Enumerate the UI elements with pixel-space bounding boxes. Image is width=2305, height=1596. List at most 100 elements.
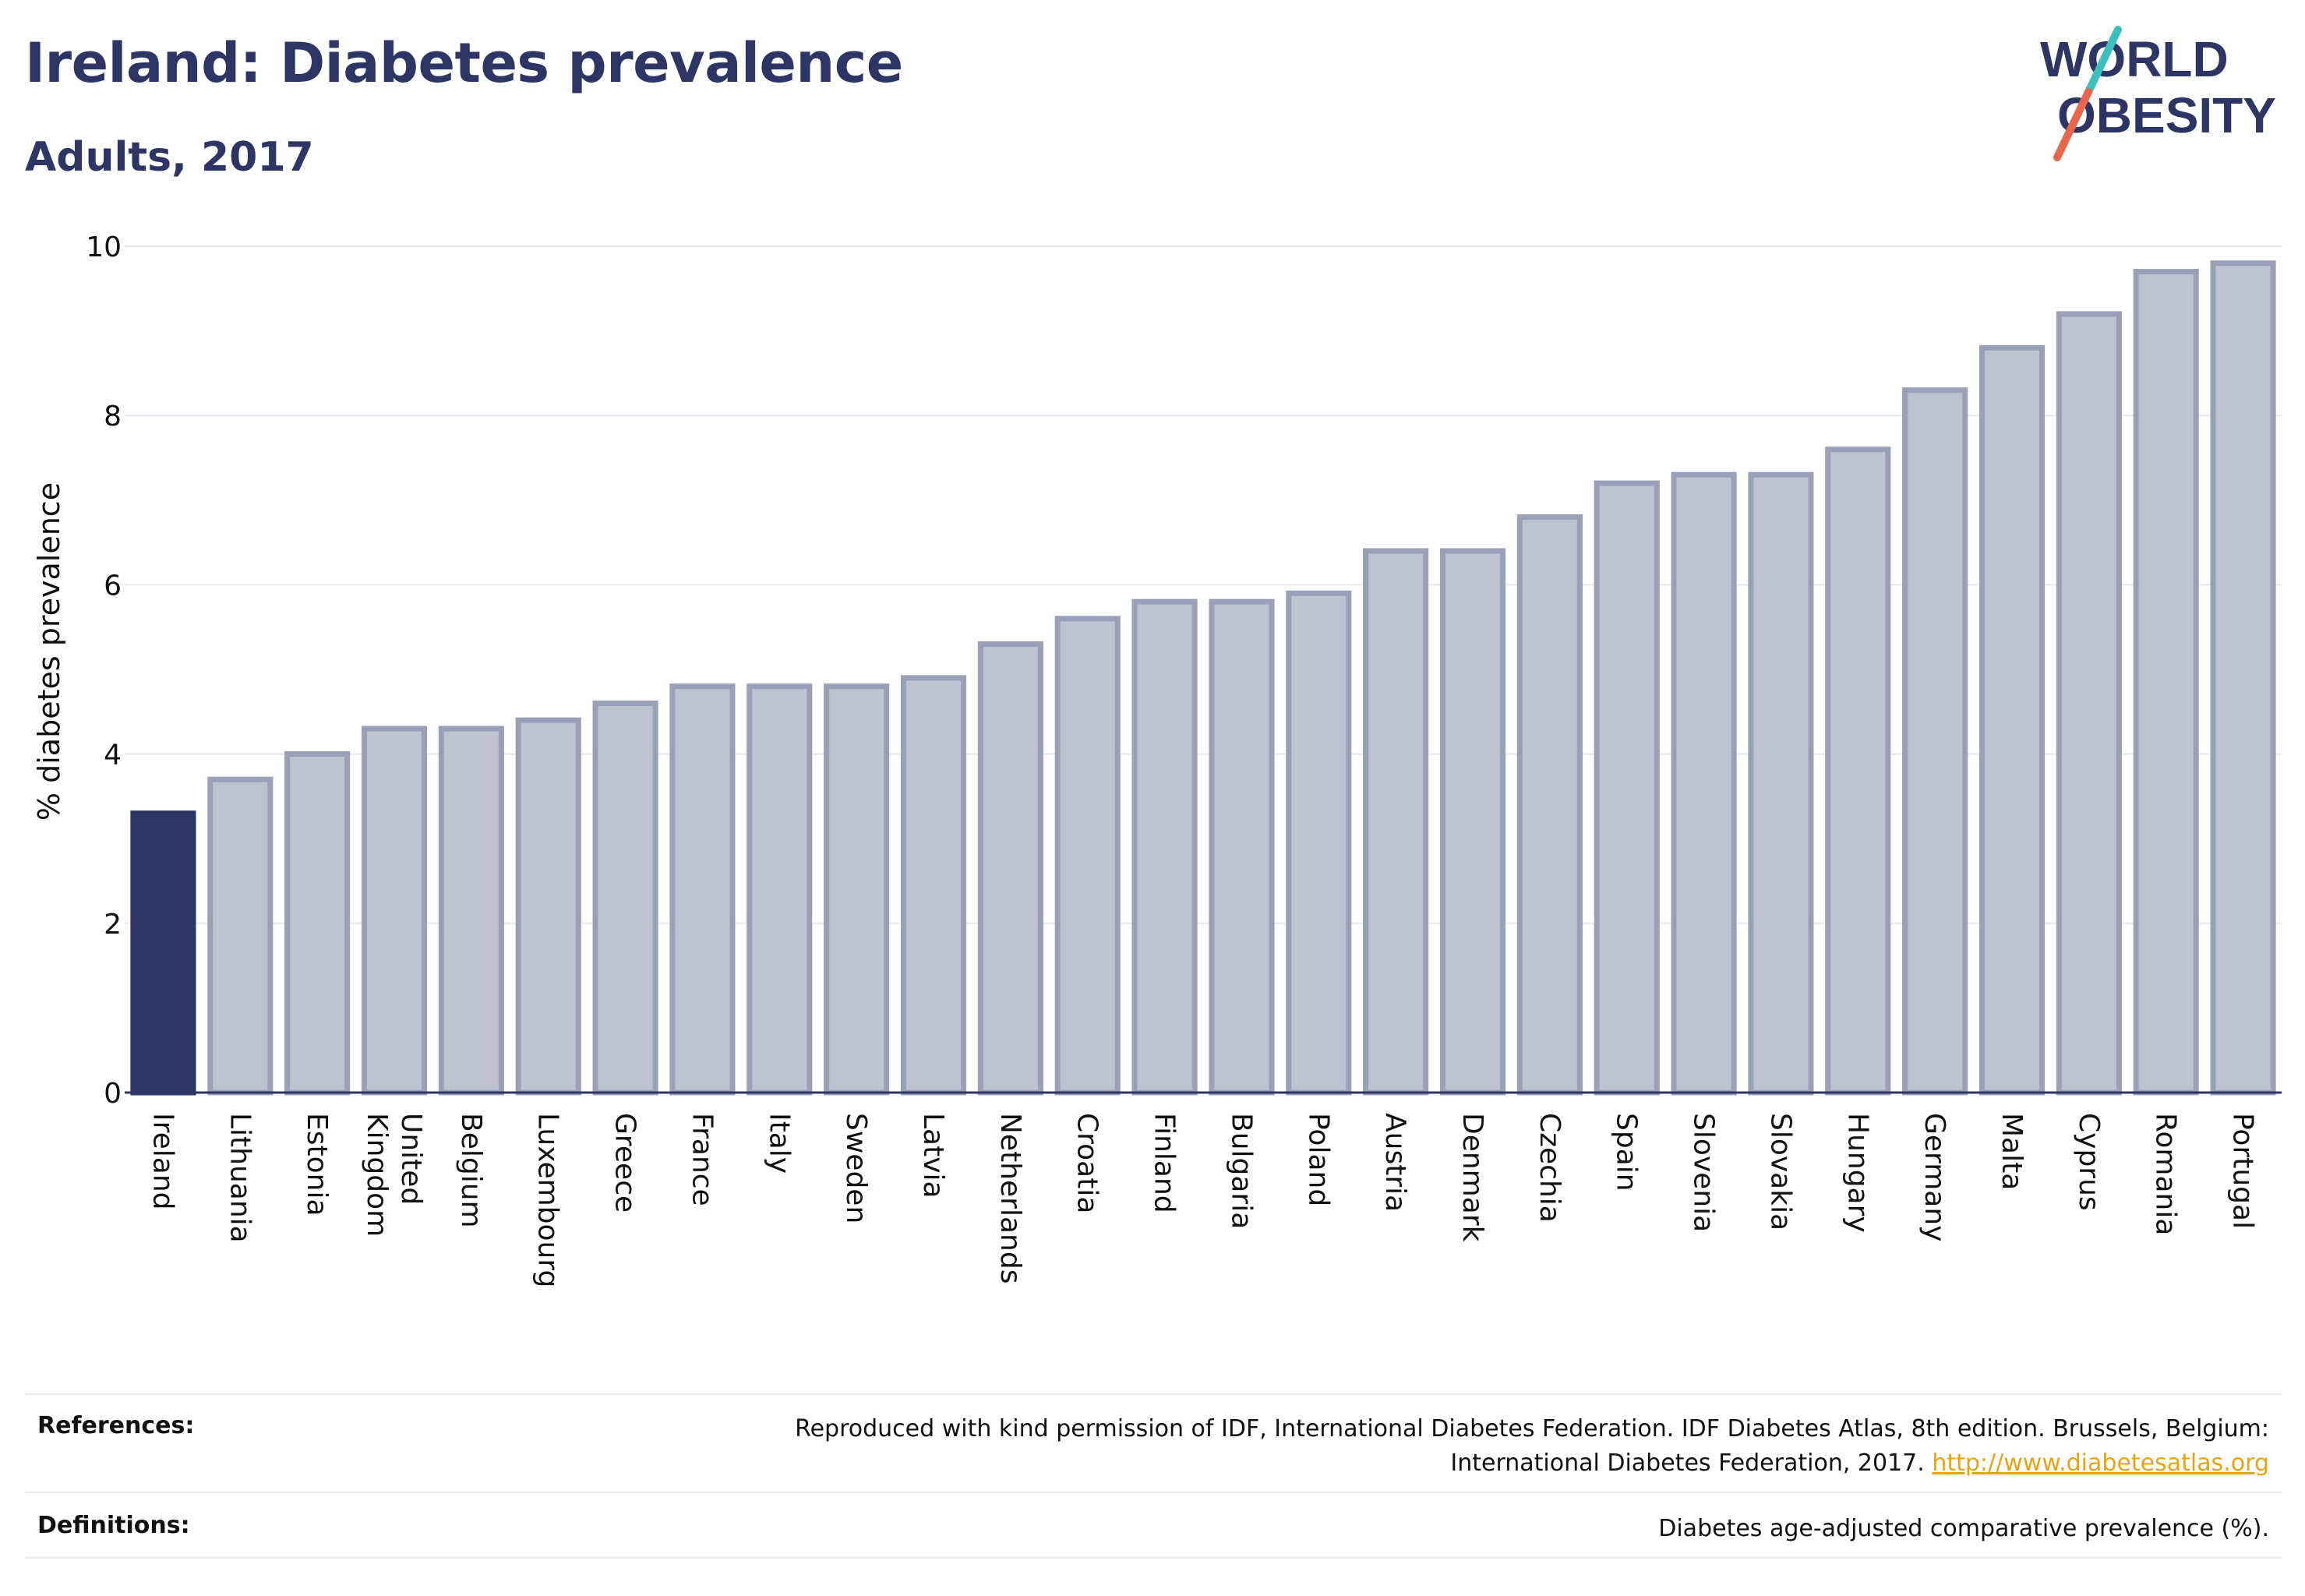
x-tick-label-text: Malta bbox=[1996, 1113, 2028, 1190]
x-tick-label-text: Kingdom bbox=[361, 1113, 393, 1237]
bar-netherlands bbox=[977, 641, 1043, 1096]
logo-line2: OBESITY bbox=[2057, 87, 2276, 143]
bar-denmark bbox=[1439, 548, 1506, 1096]
bar-hungary bbox=[1825, 447, 1891, 1096]
x-tick-label-text: Bulgaria bbox=[1225, 1113, 1257, 1229]
bar-austria bbox=[1363, 548, 1429, 1096]
references-link[interactable]: http://www.diabetesatlas.org bbox=[1932, 1449, 2269, 1477]
bar-ireland bbox=[130, 810, 196, 1096]
x-tick-label: Germany bbox=[1918, 1113, 1950, 1241]
x-tick-label-text: Italy bbox=[763, 1113, 795, 1174]
x-tick-label-text: Lithuania bbox=[224, 1113, 256, 1243]
bar-poland bbox=[1286, 590, 1352, 1096]
y-tick-label: 10 bbox=[86, 231, 122, 263]
bar-croatia bbox=[1054, 616, 1121, 1096]
references-text: Reproduced with kind permission of IDF, … bbox=[795, 1412, 2269, 1481]
x-tick-label: Malta bbox=[1996, 1113, 2028, 1190]
x-tick-label-text: Croatia bbox=[1071, 1113, 1103, 1213]
x-tick-label: Austria bbox=[1379, 1113, 1411, 1212]
bar-estonia bbox=[284, 751, 351, 1096]
x-tick-label-text: Denmark bbox=[1456, 1113, 1488, 1242]
x-tick-label: Belgium bbox=[455, 1113, 487, 1228]
y-tick-label: 8 bbox=[104, 401, 122, 433]
bar-luxembourg bbox=[515, 717, 581, 1096]
y-tick-label: 4 bbox=[104, 740, 122, 772]
bar-portugal bbox=[2210, 260, 2276, 1096]
bar-slovakia bbox=[1748, 471, 1814, 1096]
x-tick-label-text: Slovenia bbox=[1688, 1113, 1720, 1232]
bar-latvia bbox=[900, 675, 967, 1096]
x-tick-label: Luxembourg bbox=[532, 1113, 564, 1287]
y-tick-label: 6 bbox=[104, 570, 122, 602]
logo-line1: WORLD bbox=[2040, 31, 2229, 87]
x-tick-label-text: Poland bbox=[1302, 1113, 1334, 1206]
x-tick-label: Bulgaria bbox=[1225, 1113, 1257, 1229]
references-label: References: bbox=[37, 1412, 195, 1439]
x-tick-label: Lithuania bbox=[224, 1113, 256, 1243]
x-tick-label-text: Portugal bbox=[2227, 1113, 2259, 1229]
bar-czechia bbox=[1516, 514, 1583, 1096]
bar-sweden bbox=[824, 683, 890, 1096]
x-tick-label: Cyprus bbox=[2073, 1113, 2105, 1211]
x-tick-label-text: Greece bbox=[609, 1113, 641, 1213]
world-obesity-logo: WORLD OBESITY bbox=[2040, 26, 2276, 161]
x-tick-label-text: Germany bbox=[1918, 1113, 1950, 1241]
x-tick-label-text: France bbox=[686, 1113, 718, 1206]
x-tick-label-text: Estonia bbox=[301, 1113, 333, 1216]
x-tick-label: Latvia bbox=[917, 1113, 949, 1199]
bar-greece bbox=[592, 700, 658, 1096]
y-tick-labels: 0 2 4 6 8 10 bbox=[86, 231, 122, 1110]
x-tick-label-text: United bbox=[395, 1113, 427, 1205]
x-tick-label-text: Luxembourg bbox=[532, 1113, 564, 1287]
x-tick-label-text: Hungary bbox=[1841, 1113, 1873, 1233]
x-tick-label-text: Czechia bbox=[1534, 1113, 1565, 1223]
footer-divider-top bbox=[25, 1393, 2282, 1395]
x-tick-label: Slovenia bbox=[1688, 1113, 1720, 1232]
x-tick-label: Czechia bbox=[1534, 1113, 1565, 1223]
x-tick-label-text: Netherlands bbox=[994, 1113, 1026, 1284]
bar-malta bbox=[1978, 344, 2046, 1096]
chart-title: Ireland: Diabetes prevalence bbox=[25, 31, 903, 95]
x-tick-label: Slovakia bbox=[1764, 1113, 1796, 1231]
x-tick-label: Ireland bbox=[146, 1113, 178, 1210]
bar-germany bbox=[1902, 387, 1968, 1096]
bars bbox=[130, 260, 2276, 1096]
definitions-text: Diabetes age-adjusted comparative preval… bbox=[1658, 1515, 2269, 1542]
bar-bulgaria bbox=[1209, 598, 1275, 1096]
x-tick-label-text: Sweden bbox=[840, 1113, 872, 1223]
bar-finland bbox=[1131, 598, 1198, 1096]
bar-romania bbox=[2133, 269, 2199, 1096]
references-line1: Reproduced with kind permission of IDF, … bbox=[795, 1415, 2269, 1442]
x-tick-label: France bbox=[686, 1113, 718, 1206]
x-tick-label: Croatia bbox=[1071, 1113, 1103, 1213]
footer-divider-bottom bbox=[25, 1557, 2282, 1559]
logo-slash-top bbox=[2084, 26, 2122, 96]
x-tick-label: Italy bbox=[763, 1113, 795, 1174]
x-tick-label-text: Spain bbox=[1611, 1113, 1643, 1192]
x-tick-label: Portugal bbox=[2227, 1113, 2259, 1229]
x-tick-label: Romania bbox=[2150, 1113, 2182, 1235]
bar-united-kingdom bbox=[361, 726, 428, 1096]
x-tick-label: Finland bbox=[1149, 1113, 1181, 1213]
x-tick-label-text: Cyprus bbox=[2073, 1113, 2105, 1211]
bar-belgium bbox=[438, 726, 504, 1096]
x-tick-label: Poland bbox=[1302, 1113, 1334, 1206]
x-tick-label-text: Finland bbox=[1149, 1113, 1181, 1213]
x-tick-label-text: Belgium bbox=[455, 1113, 487, 1228]
bar-slovenia bbox=[1671, 471, 1737, 1096]
footer-divider-middle bbox=[25, 1492, 2282, 1493]
definitions-label: Definitions: bbox=[37, 1512, 190, 1539]
bar-cyprus bbox=[2056, 311, 2122, 1096]
x-tick-label-text: Austria bbox=[1379, 1113, 1411, 1212]
x-tick-label-text: Latvia bbox=[917, 1113, 949, 1199]
x-tick-label: Spain bbox=[1611, 1113, 1643, 1192]
bar-spain bbox=[1594, 480, 1660, 1096]
x-tick-label: Greece bbox=[609, 1113, 641, 1213]
x-tick-label-text: Romania bbox=[2150, 1113, 2182, 1235]
x-tick-label: Sweden bbox=[840, 1113, 872, 1223]
y-tick-label: 0 bbox=[104, 1078, 122, 1110]
logo-slash-bottom bbox=[2053, 88, 2092, 161]
x-tick-label: Hungary bbox=[1841, 1113, 1873, 1233]
